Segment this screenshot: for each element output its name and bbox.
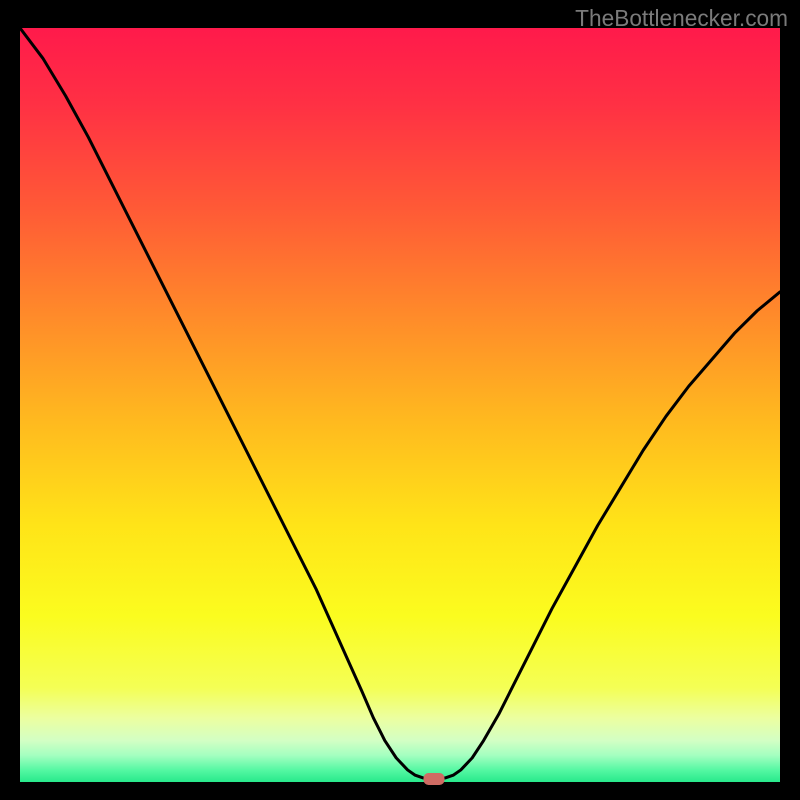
gradient-background <box>20 28 780 782</box>
chart-frame: TheBottlenecker.com <box>0 0 800 800</box>
watermark-text: TheBottlenecker.com <box>575 5 788 32</box>
heat-gradient-panel <box>20 28 780 782</box>
minimum-point-marker <box>424 773 445 785</box>
plot-area <box>20 28 780 782</box>
